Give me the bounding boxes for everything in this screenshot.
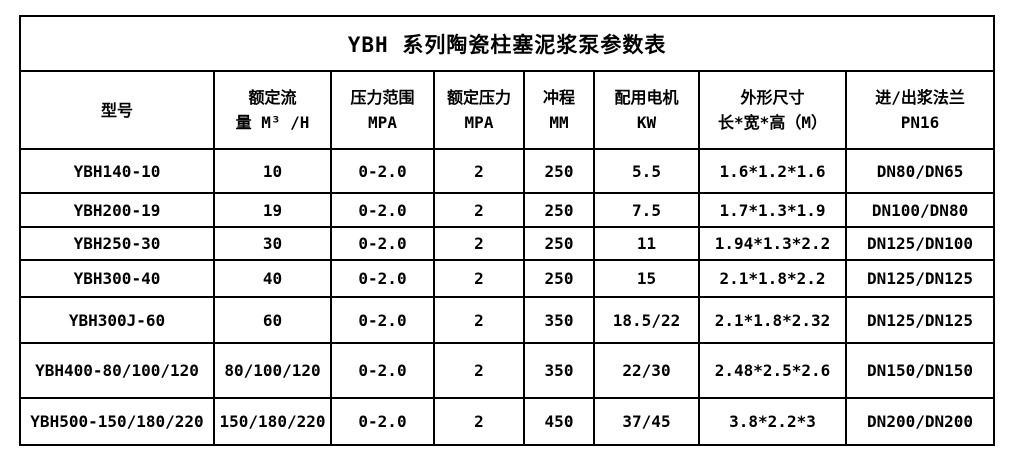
cell-dimensions: 2.1*1.8*2.32 bbox=[698, 296, 847, 344]
cell-rated-flow: 19 bbox=[213, 192, 332, 228]
column-header-rated-flow-line: 量 M³ /H bbox=[235, 113, 310, 132]
cell-pressure-range: 0-2.0 bbox=[330, 192, 435, 228]
cell-stroke: 250 bbox=[523, 192, 595, 228]
cell-rated-pressure: 2 bbox=[433, 259, 525, 298]
cell-model: YBH300J-60 bbox=[19, 296, 215, 344]
cell-rated-pressure: 2 bbox=[433, 226, 525, 261]
table-body: YBH140-10 10 0-2.0 2 250 5.5 1.6*1.2*1.6 DN80/D… bbox=[19, 148, 996, 446]
column-header-flange: 进/出浆法兰 PN16 bbox=[844, 70, 996, 150]
column-header-rated-pressure-line: MPA bbox=[464, 113, 494, 132]
cell-model: YBH500-150/180/220 bbox=[19, 397, 215, 446]
cell-dimensions: 3.8*2.2*3 bbox=[698, 397, 847, 446]
cell-motor: 5.5 bbox=[593, 148, 700, 194]
cell-dimensions: 1.7*1.3*1.9 bbox=[698, 192, 847, 228]
table-row: YBH300-40 40 0-2.0 2 250 15 2.1*1.8*2.2 DN125/D… bbox=[19, 259, 996, 298]
cell-flange: DN200/DN200 bbox=[844, 397, 996, 446]
table-title: YBH 系列陶瓷柱塞泥浆泵参数表 bbox=[18, 15, 996, 72]
cell-rated-flow: 10 bbox=[213, 148, 332, 194]
cell-stroke: 250 bbox=[523, 259, 595, 298]
cell-rated-flow: 150/180/220 bbox=[213, 397, 332, 446]
column-header-stroke-line: MM bbox=[549, 113, 569, 132]
cell-rated-pressure: 2 bbox=[433, 342, 525, 399]
cell-dimensions: 1.6*1.2*1.6 bbox=[698, 148, 847, 194]
cell-dimensions: 2.1*1.8*2.2 bbox=[698, 259, 847, 298]
cell-motor: 22/30 bbox=[593, 342, 700, 399]
column-header-rated-pressure: 额定压力 MPA bbox=[433, 70, 525, 150]
cell-motor: 37/45 bbox=[593, 397, 700, 446]
cell-rated-flow: 40 bbox=[213, 259, 332, 298]
cell-pressure-range: 0-2.0 bbox=[330, 226, 435, 261]
column-header-motor: 配用电机 KW bbox=[593, 70, 700, 150]
cell-model: YBH400-80/100/120 bbox=[19, 342, 215, 399]
cell-flange: DN150/DN150 bbox=[844, 342, 996, 399]
column-header-pressure-range-line: 压力范围 bbox=[350, 88, 415, 107]
cell-flange: DN125/DN100 bbox=[844, 226, 996, 261]
cell-model: YBH300-40 bbox=[19, 259, 215, 298]
table-row: YBH250-30 30 0-2.0 2 250 11 1.94*1.3*2.2 DN125/… bbox=[19, 226, 996, 261]
cell-motor: 15 bbox=[593, 259, 700, 298]
cell-rated-pressure: 2 bbox=[433, 397, 525, 446]
column-header-motor-line: 配用电机 bbox=[614, 88, 679, 107]
table-title-row: YBH 系列陶瓷柱塞泥浆泵参数表 bbox=[18, 15, 996, 72]
cell-model: YBH140-10 bbox=[19, 148, 215, 194]
cell-rated-flow: 80/100/120 bbox=[213, 342, 332, 399]
cell-rated-flow: 60 bbox=[213, 296, 332, 344]
table-row: YBH400-80/100/120 80/100/120 0-2.0 2 350 22/3… bbox=[19, 342, 996, 399]
column-header-rated-flow: 额定流量 M³ /H bbox=[213, 70, 332, 150]
column-header-pressure-range: 压力范围 MPA bbox=[330, 70, 435, 150]
column-header-model-line: 型号 bbox=[100, 100, 133, 120]
cell-rated-pressure: 2 bbox=[433, 192, 525, 228]
cell-motor: 7.5 bbox=[593, 192, 700, 228]
cell-model: YBH250-30 bbox=[19, 226, 215, 261]
column-header-stroke: 冲程 MM bbox=[523, 70, 595, 150]
cell-flange: DN80/DN65 bbox=[844, 148, 996, 194]
cell-dimensions: 2.48*2.5*2.6 bbox=[698, 342, 847, 399]
cell-stroke: 250 bbox=[523, 226, 595, 261]
cell-rated-pressure: 2 bbox=[433, 148, 525, 194]
table-row: YBH300J-60 60 0-2.0 2 350 18.5/22 2.1*1.8*2.32… bbox=[19, 296, 996, 344]
cell-pressure-range: 0-2.0 bbox=[330, 259, 435, 298]
cell-dimensions: 1.94*1.3*2.2 bbox=[698, 226, 847, 261]
cell-motor: 11 bbox=[593, 226, 700, 261]
column-header-stroke-line: 冲程 bbox=[542, 88, 575, 107]
column-header-rated-flow-line: 额定流 bbox=[248, 88, 297, 107]
cell-motor: 18.5/22 bbox=[593, 296, 700, 344]
cell-pressure-range: 0-2.0 bbox=[330, 342, 435, 399]
cell-stroke: 350 bbox=[523, 342, 595, 399]
column-header-rated-pressure-line: 额定压力 bbox=[446, 88, 511, 107]
cell-model: YBH200-19 bbox=[19, 192, 215, 228]
table-row: YBH500-150/180/220 150/180/220 0-2.0 2 450 37… bbox=[19, 397, 996, 446]
column-header-model: 型号 bbox=[19, 70, 215, 150]
cell-flange: DN100/DN80 bbox=[844, 192, 996, 228]
cell-rated-pressure: 2 bbox=[433, 296, 525, 344]
cell-pressure-range: 0-2.0 bbox=[330, 148, 435, 194]
cell-stroke: 450 bbox=[523, 397, 595, 446]
column-header-dimensions-line: 长*宽*高（M） bbox=[718, 113, 827, 132]
cell-pressure-range: 0-2.0 bbox=[330, 296, 435, 344]
column-header-flange-line: PN16 bbox=[900, 113, 940, 132]
column-header-flange-line: 进/出浆法兰 bbox=[875, 88, 965, 107]
cell-stroke: 250 bbox=[523, 148, 595, 194]
pump-parameter-table: YBH 系列陶瓷柱塞泥浆泵参数表 型号 额定流量 M³ /H 压力范围 MPA 额定压力… bbox=[18, 15, 996, 446]
column-header-dimensions-line: 外形尺寸 bbox=[740, 88, 805, 107]
table-row: YBH200-19 19 0-2.0 2 250 7.5 1.7*1.3*1.9 DN100/… bbox=[19, 192, 996, 228]
table-header-row: 型号 额定流量 M³ /H 压力范围 MPA 额定压力 MPA 冲程 MM 配用电机 KW 外形尺寸… bbox=[19, 70, 996, 150]
cell-flange: DN125/DN125 bbox=[844, 296, 996, 344]
column-header-pressure-range-line: MPA bbox=[368, 113, 397, 132]
cell-rated-flow: 30 bbox=[213, 226, 332, 261]
table-row: YBH140-10 10 0-2.0 2 250 5.5 1.6*1.2*1.6 DN80/D… bbox=[19, 148, 996, 194]
cell-stroke: 350 bbox=[523, 296, 595, 344]
cell-flange: DN125/DN125 bbox=[844, 259, 996, 298]
column-header-motor-line: KW bbox=[636, 113, 657, 132]
cell-pressure-range: 0-2.0 bbox=[330, 397, 435, 446]
column-header-dimensions: 外形尺寸长*宽*高（M） bbox=[698, 70, 847, 150]
